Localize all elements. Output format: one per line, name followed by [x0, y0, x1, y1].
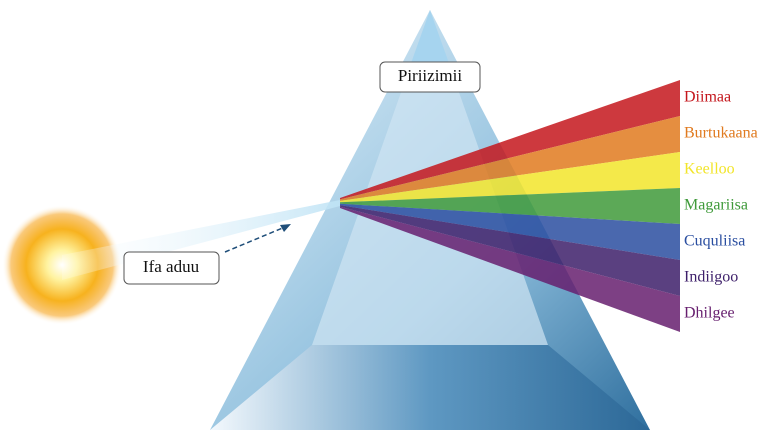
- color-label: Dhilgee: [684, 305, 735, 322]
- color-label: Burtukaana: [684, 125, 758, 142]
- page: {"labels": {"prism": "Piriizimii", "ligh…: [0, 0, 765, 433]
- prism-label: Piriizimii: [398, 66, 463, 85]
- color-label: Indiigoo: [684, 269, 738, 286]
- arrow-head: [280, 224, 291, 232]
- color-label: Diimaa: [684, 89, 731, 106]
- diagram: Piriizimii Ifa aduu Diimaa Burtukaana Keel…: [0, 0, 765, 433]
- color-label: Magariisa: [684, 197, 748, 214]
- color-label: Keelloo: [684, 161, 735, 178]
- light-label: Ifa aduu: [143, 257, 200, 276]
- color-label: Cuquliisa: [684, 233, 745, 250]
